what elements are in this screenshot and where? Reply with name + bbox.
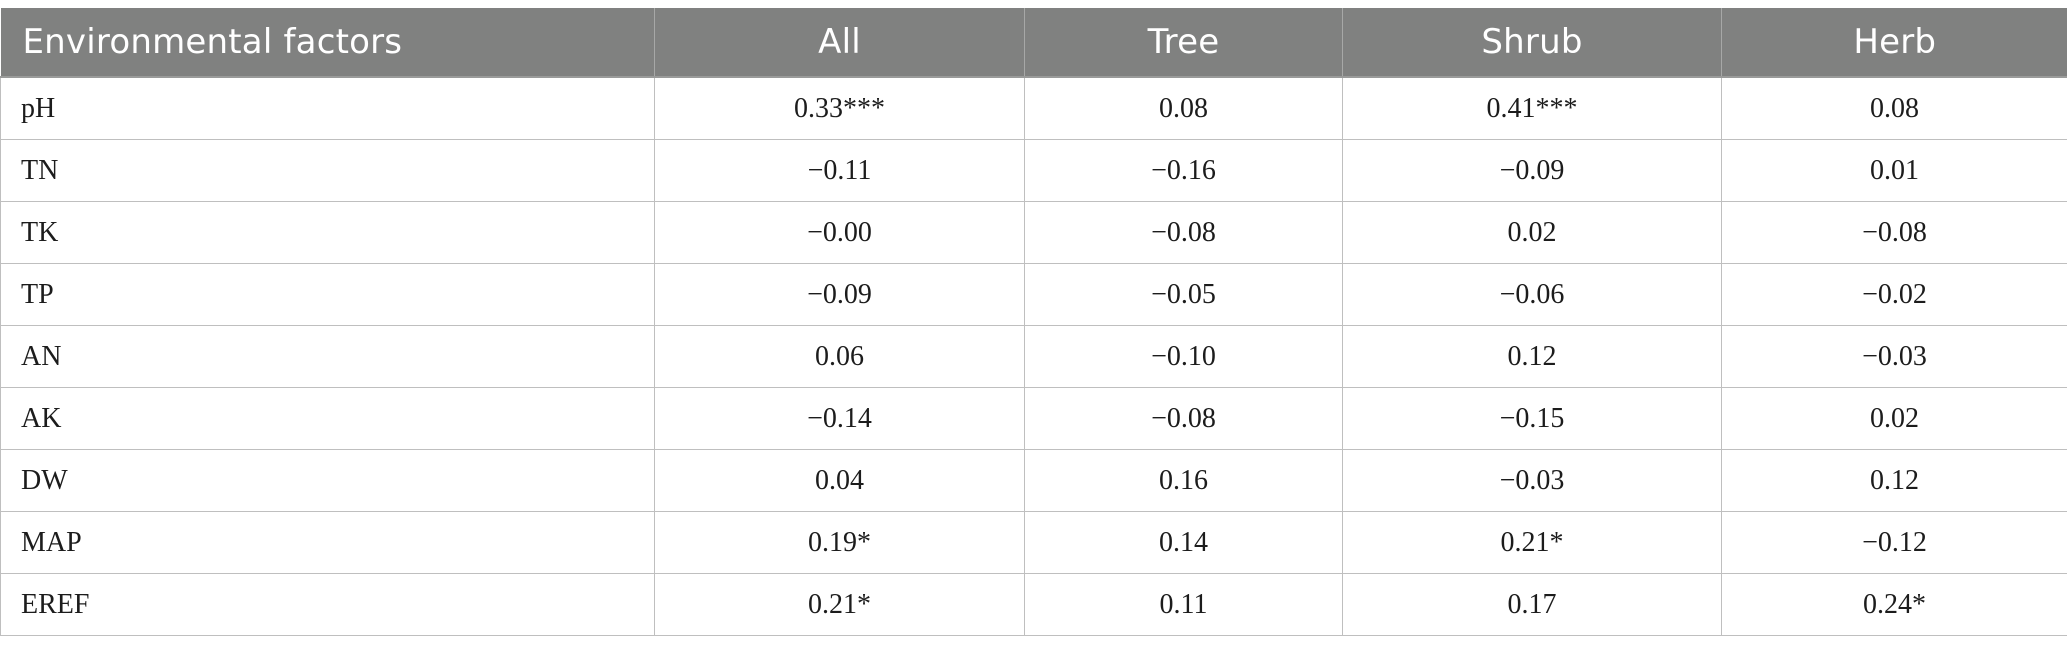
- table-row: MAP 0.19* 0.14 0.21* −0.12: [0, 511, 2067, 574]
- table-row: TN −0.11 −0.16 −0.09 0.01: [0, 139, 2067, 202]
- cell-tree: −0.08: [1024, 387, 1343, 450]
- row-label: DW: [0, 449, 655, 512]
- cell-shrub: −0.06: [1342, 263, 1722, 326]
- cell-tree: 0.14: [1024, 511, 1343, 574]
- table-row: AN 0.06 −0.10 0.12 −0.03: [0, 325, 2067, 388]
- cell-herb: 0.08: [1721, 77, 2067, 140]
- table-header: Environmental factors All Tree Shrub Her…: [0, 8, 2067, 78]
- table-row: AK −0.14 −0.08 −0.15 0.02: [0, 387, 2067, 450]
- cell-herb: 0.02: [1721, 387, 2067, 450]
- table-row: EREF 0.21* 0.11 0.17 0.24*: [0, 573, 2067, 636]
- cell-shrub: 0.17: [1342, 573, 1722, 636]
- header-all: All: [654, 8, 1025, 78]
- cell-tree: −0.08: [1024, 201, 1343, 264]
- row-label: TN: [0, 139, 655, 202]
- table-body: pH 0.33*** 0.08 0.41*** 0.08 TN −0.11 −0…: [0, 77, 2067, 636]
- cell-all: −0.14: [654, 387, 1025, 450]
- header-environmental-factors: Environmental factors: [0, 8, 655, 78]
- cell-shrub: −0.15: [1342, 387, 1722, 450]
- cell-herb: −0.03: [1721, 325, 2067, 388]
- row-label: TP: [0, 263, 655, 326]
- cell-shrub: −0.09: [1342, 139, 1722, 202]
- cell-all: 0.19*: [654, 511, 1025, 574]
- cell-all: 0.04: [654, 449, 1025, 512]
- cell-shrub: −0.03: [1342, 449, 1722, 512]
- header-shrub: Shrub: [1342, 8, 1722, 78]
- cell-herb: 0.01: [1721, 139, 2067, 202]
- cell-tree: 0.08: [1024, 77, 1343, 140]
- cell-tree: 0.16: [1024, 449, 1343, 512]
- cell-herb: 0.12: [1721, 449, 2067, 512]
- cell-shrub: 0.02: [1342, 201, 1722, 264]
- row-label: EREF: [0, 573, 655, 636]
- cell-all: 0.33***: [654, 77, 1025, 140]
- row-label: AN: [0, 325, 655, 388]
- table-row: TP −0.09 −0.05 −0.06 −0.02: [0, 263, 2067, 326]
- cell-shrub: 0.12: [1342, 325, 1722, 388]
- header-tree: Tree: [1024, 8, 1343, 78]
- row-label: MAP: [0, 511, 655, 574]
- correlation-table: Environmental factors All Tree Shrub Her…: [0, 8, 2067, 636]
- row-label: TK: [0, 201, 655, 264]
- header-row: Environmental factors All Tree Shrub Her…: [0, 8, 2067, 78]
- cell-all: −0.11: [654, 139, 1025, 202]
- cell-shrub: 0.21*: [1342, 511, 1722, 574]
- cell-herb: −0.02: [1721, 263, 2067, 326]
- cell-tree: −0.10: [1024, 325, 1343, 388]
- correlation-table-container: Environmental factors All Tree Shrub Her…: [0, 8, 2067, 636]
- cell-all: −0.00: [654, 201, 1025, 264]
- cell-tree: −0.05: [1024, 263, 1343, 326]
- cell-herb: −0.08: [1721, 201, 2067, 264]
- cell-tree: 0.11: [1024, 573, 1343, 636]
- cell-tree: −0.16: [1024, 139, 1343, 202]
- cell-herb: −0.12: [1721, 511, 2067, 574]
- cell-all: 0.21*: [654, 573, 1025, 636]
- header-herb: Herb: [1721, 8, 2067, 78]
- cell-herb: 0.24*: [1721, 573, 2067, 636]
- row-label: AK: [0, 387, 655, 450]
- cell-all: −0.09: [654, 263, 1025, 326]
- row-label: pH: [0, 77, 655, 140]
- cell-all: 0.06: [654, 325, 1025, 388]
- table-row: pH 0.33*** 0.08 0.41*** 0.08: [0, 77, 2067, 140]
- table-row: TK −0.00 −0.08 0.02 −0.08: [0, 201, 2067, 264]
- table-row: DW 0.04 0.16 −0.03 0.12: [0, 449, 2067, 512]
- cell-shrub: 0.41***: [1342, 77, 1722, 140]
